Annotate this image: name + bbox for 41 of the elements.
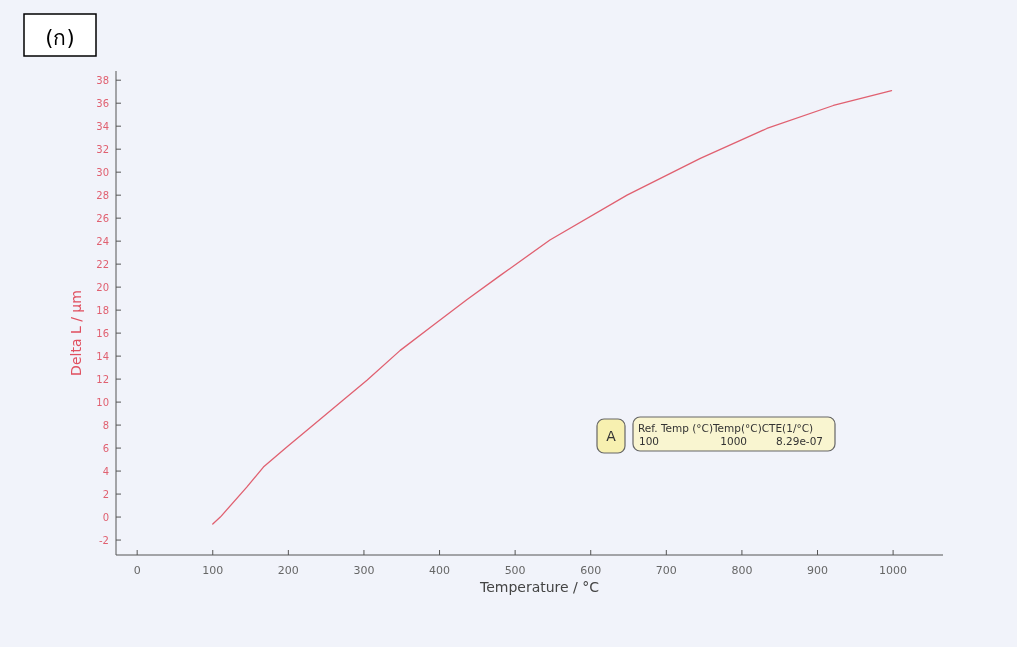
y-tick-label: 38: [96, 75, 109, 87]
y-tick-label: 0: [102, 512, 109, 524]
y-tick-label: 8: [102, 420, 109, 432]
y-tick-label: 6: [102, 443, 109, 455]
y-tick-label: 28: [96, 190, 109, 202]
x-tick-label: 600: [580, 564, 602, 577]
line-series: [212, 89, 893, 525]
y-tick-label: 10: [96, 397, 109, 409]
y-tick-label: 4: [102, 466, 109, 478]
x-tick-label: 800: [731, 564, 753, 577]
y-tick-label: 24: [96, 236, 109, 248]
y-tick-label: 12: [96, 374, 109, 386]
y-tick-label: 18: [96, 305, 109, 317]
annotation: 8.29e-07: [776, 435, 823, 447]
y-tick-label: 26: [96, 213, 109, 225]
y-tick-label: 30: [96, 167, 109, 179]
y-tick-label: 22: [96, 259, 109, 271]
annotation: A: [606, 428, 617, 444]
x-tick-label: 700: [655, 564, 677, 577]
annotation: 100: [639, 435, 660, 447]
x-tick-label: 900: [807, 564, 829, 577]
x-tick-label: 1000: [879, 564, 908, 577]
x-axis-title: Temperature / °C: [478, 579, 600, 595]
x-tick-label: 0: [133, 564, 141, 577]
x-tick-label: 100: [202, 564, 224, 577]
y-tick-label: 2: [102, 489, 109, 501]
annotation: 1000: [720, 435, 747, 447]
y-tick-label: 32: [96, 144, 109, 156]
y-tick-label: 20: [96, 282, 109, 294]
y-tick-label: 14: [96, 351, 109, 363]
annotation: Ref. Temp (°C)Temp(°C)CTE(1/°C): [638, 422, 814, 434]
y-tick-label: 36: [96, 98, 109, 110]
x-tick-label: 400: [429, 564, 451, 577]
chart-title: (ก): [45, 26, 75, 50]
y-tick-label: 34: [96, 121, 109, 133]
x-tick-label: 300: [353, 564, 375, 577]
y-axis-title: Delta L / µm: [68, 290, 84, 376]
y-tick-label: 16: [96, 328, 109, 340]
y-tick-label: -2: [99, 535, 109, 547]
x-tick-label: 200: [277, 564, 299, 577]
x-tick-label: 500: [504, 564, 526, 577]
